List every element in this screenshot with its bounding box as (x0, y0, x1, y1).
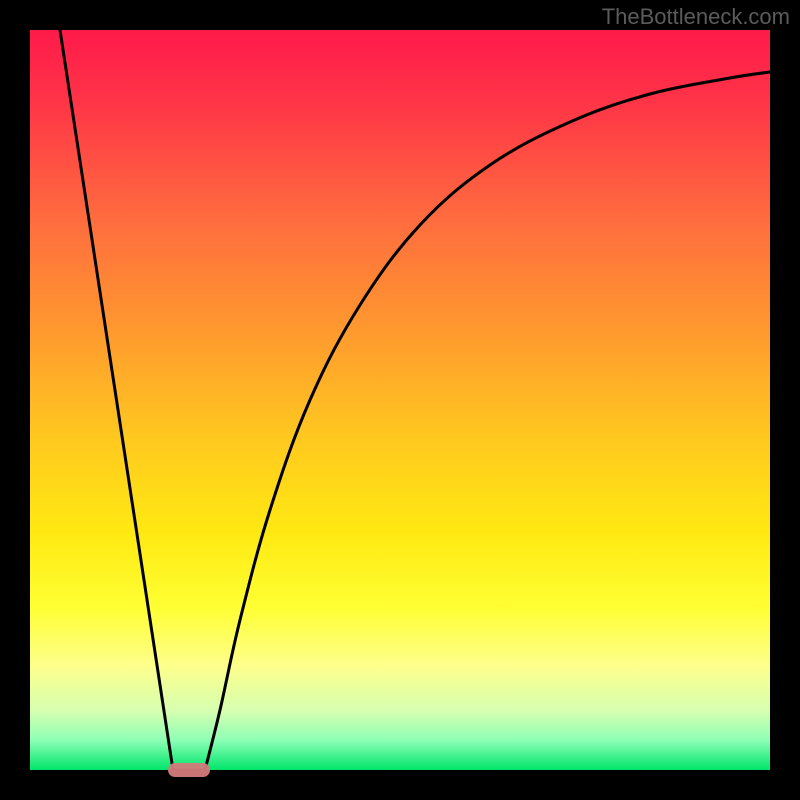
bottleneck-chart-svg (0, 0, 800, 800)
plot-area (30, 30, 770, 770)
chart-container: { "watermark": { "text": "TheBottleneck.… (0, 0, 800, 800)
optimum-marker (168, 763, 210, 777)
watermark-text: TheBottleneck.com (602, 4, 790, 30)
